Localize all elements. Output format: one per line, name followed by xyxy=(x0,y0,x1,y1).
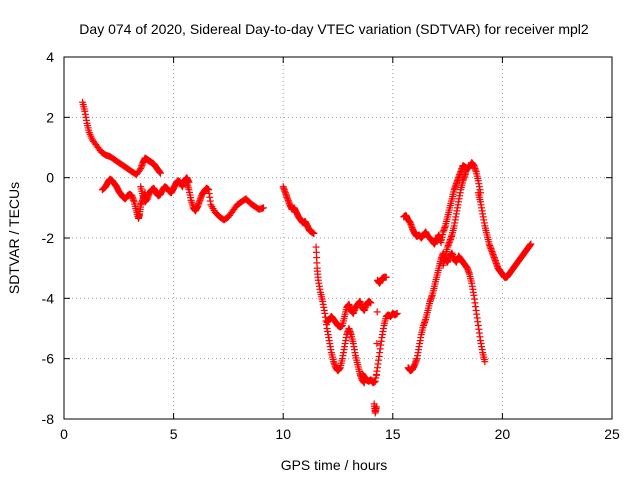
y-tick-label: 2 xyxy=(46,109,54,125)
x-axis-label: GPS time / hours xyxy=(281,457,388,473)
y-tick-label: -8 xyxy=(42,411,55,427)
x-tick-label: 20 xyxy=(495,426,511,442)
x-tick-label: 5 xyxy=(170,426,178,442)
x-tick-label: 0 xyxy=(60,426,68,442)
data-point xyxy=(373,308,381,316)
y-tick-label: -6 xyxy=(42,351,55,367)
data-point xyxy=(481,358,489,366)
data-point xyxy=(372,403,380,411)
y-axis-label: SDTVAR / TECUs xyxy=(6,182,22,294)
y-tick-label: -2 xyxy=(42,230,55,246)
data-point xyxy=(136,166,144,174)
data-point xyxy=(156,169,164,177)
data-point xyxy=(382,273,390,281)
chart-title: Day 074 of 2020, Sidereal Day-to-day VTE… xyxy=(79,21,589,37)
data-point xyxy=(462,165,470,173)
data-point xyxy=(373,371,381,379)
y-tick-label: -4 xyxy=(42,290,55,306)
data-point xyxy=(527,240,535,248)
y-tick-label: 0 xyxy=(46,170,54,186)
data-point xyxy=(310,229,318,237)
x-tick-label: 10 xyxy=(275,426,291,442)
data-point xyxy=(367,299,375,307)
x-tick-label: 15 xyxy=(385,426,401,442)
grid-lines xyxy=(64,57,612,419)
data-point xyxy=(259,204,267,212)
data-point xyxy=(393,309,401,317)
data-points xyxy=(79,98,535,417)
axis-ticks: 0 5 10 15 20 25 -8 -6 -4 -2 0 2 4 xyxy=(42,49,620,442)
data-point xyxy=(373,340,381,348)
y-tick-label: 4 xyxy=(46,49,54,65)
x-tick-label: 25 xyxy=(604,426,620,442)
